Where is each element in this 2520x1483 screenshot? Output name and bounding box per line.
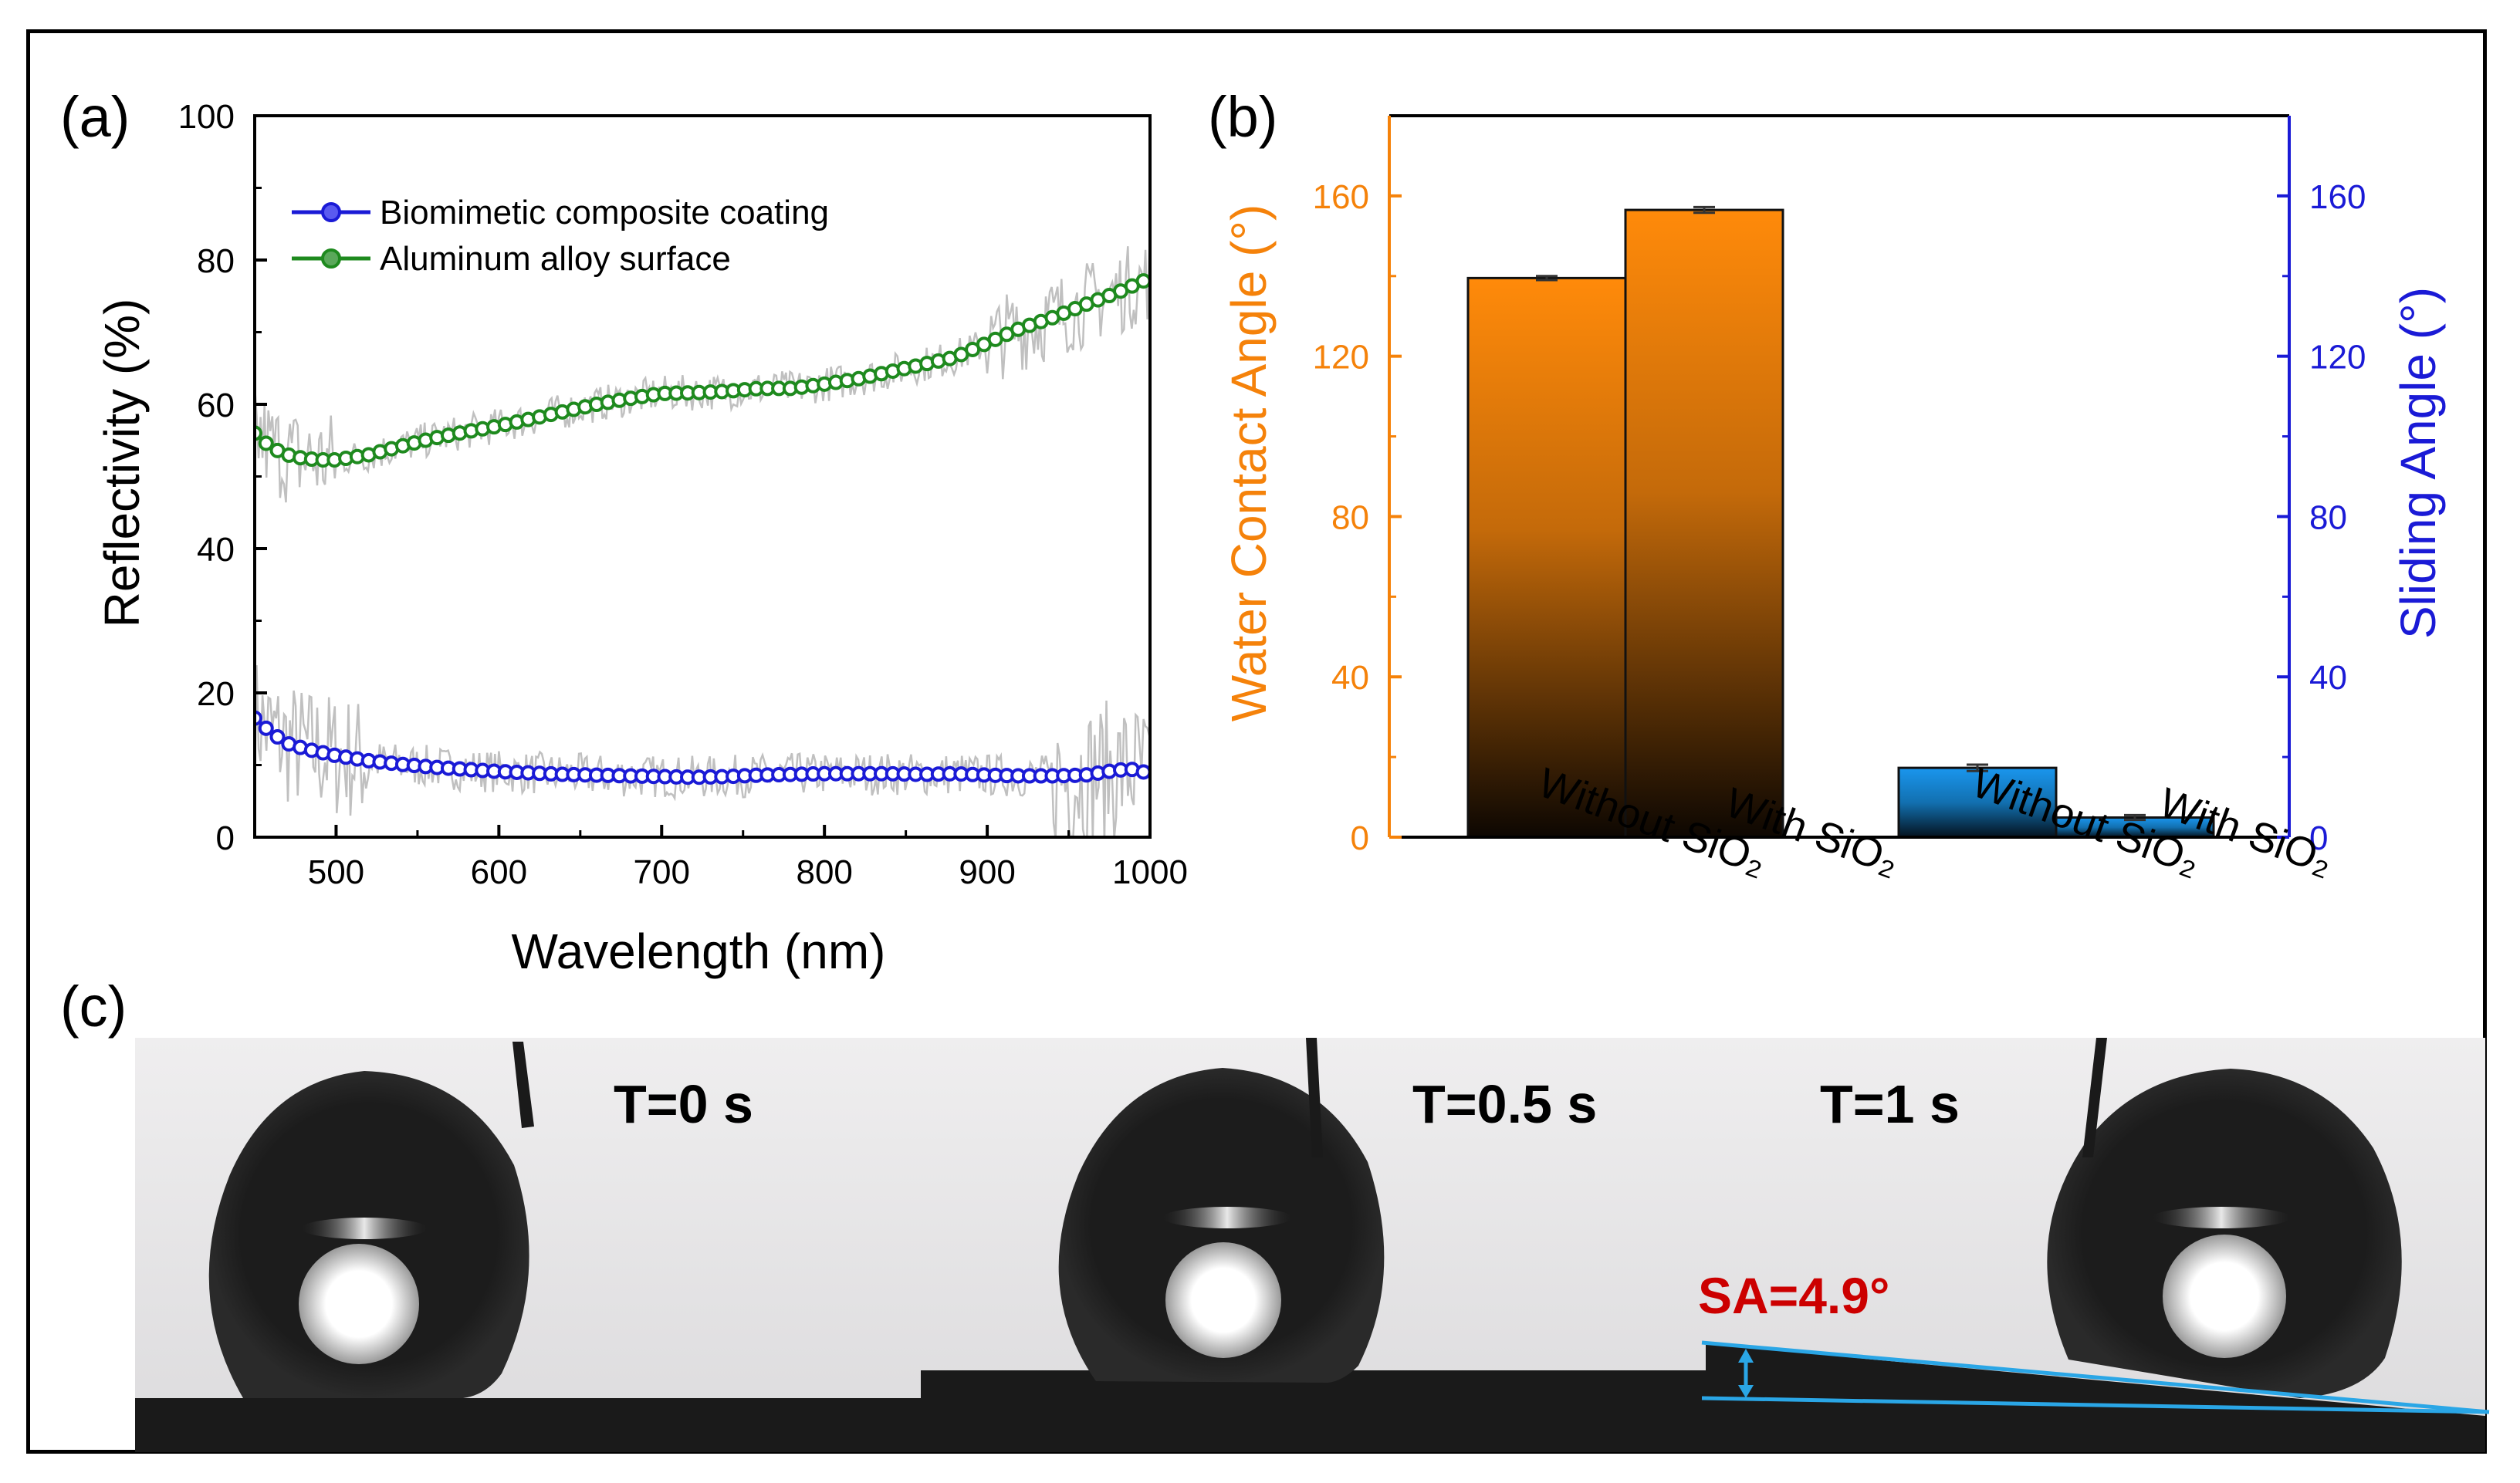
tilted-substrate xyxy=(1706,1344,2485,1452)
y-tick-label: 20 xyxy=(197,675,235,713)
needle xyxy=(2082,1038,2107,1157)
x-tick-label: 800 xyxy=(796,853,852,891)
chart-reflectivity: 500 600 700 800 900 1000 0 20 40 60 80 100 Waveleng… xyxy=(94,98,1188,979)
droplet-photo-strip: T=0 s T=0.5 s T=1 s SA=4.9° xyxy=(135,1038,2490,1452)
tilt-line xyxy=(1701,1340,2490,1414)
needle xyxy=(512,1042,534,1128)
needle xyxy=(1306,1038,1323,1157)
legend-label-aluminum: Aluminum alloy surface xyxy=(380,240,731,278)
time-label-05: T=0.5 s xyxy=(1412,1074,1597,1134)
x-tick-label: 500 xyxy=(308,853,364,891)
y-tick-label-right: 0 xyxy=(2309,819,2328,857)
y-tick-label: 80 xyxy=(197,242,235,280)
bar xyxy=(2055,816,2215,839)
bar xyxy=(1466,276,1627,839)
raw-trace xyxy=(255,246,1150,503)
x-tick-label: 600 xyxy=(471,853,527,891)
bar xyxy=(1624,208,1784,839)
legend-label-coating: Biomimetic composite coating xyxy=(380,194,829,231)
y-tick-label-left: 0 xyxy=(1351,819,1369,857)
legend-marker-aluminum xyxy=(321,248,341,269)
y-tick-label-right: 80 xyxy=(2309,498,2347,536)
panel-label-a: (a) xyxy=(60,85,130,149)
data-point xyxy=(258,435,274,451)
y-axis-title: Reflectivity (%) xyxy=(94,299,150,628)
y-tick-label-left: 40 xyxy=(1331,659,1369,697)
y-tick-label: 40 xyxy=(197,531,235,569)
droplet-highlight xyxy=(2163,1235,2286,1358)
y-tick-label: 100 xyxy=(178,98,235,136)
data-point xyxy=(269,729,286,745)
legend-marker-coating xyxy=(321,202,341,222)
y-axis-title-left: Water Contact Angle (°) xyxy=(1221,204,1277,722)
x-tick-label: 1000 xyxy=(1112,853,1188,891)
y-tick-label-left: 80 xyxy=(1331,498,1369,536)
photo-frame-t05: T=0.5 s xyxy=(921,1038,1708,1452)
y-tick-label-right: 40 xyxy=(2309,659,2347,697)
data-point xyxy=(1135,273,1150,289)
legend: Biomimetic composite coating Aluminum al… xyxy=(292,194,829,278)
y-tick-label-left: 120 xyxy=(1313,339,1369,377)
x-tick-label: 700 xyxy=(634,853,690,891)
y-axis-title-right: Sliding Angle (°) xyxy=(2390,287,2446,639)
x-axis-title: Wavelength (nm) xyxy=(512,924,886,979)
photo-frame-t1: T=1 s SA=4.9° xyxy=(1698,1038,2490,1452)
time-label-1: T=1 s xyxy=(1820,1074,1960,1134)
x-tick-label: 900 xyxy=(959,853,1015,891)
time-label-0: T=0 s xyxy=(614,1074,753,1134)
droplet-highlight xyxy=(1165,1242,1281,1358)
y-tick-label: 0 xyxy=(216,819,235,857)
horizontal-line xyxy=(1701,1396,2490,1414)
bar xyxy=(1897,766,2058,839)
sliding-angle-label: SA=4.9° xyxy=(1698,1267,1889,1324)
panel-label-c: (c) xyxy=(60,975,127,1039)
droplet xyxy=(2047,1069,2402,1398)
droplet-highlight xyxy=(299,1244,419,1364)
chart-angles: 0 0 40 40 80 80 120 120 160 160 Water Contact Ang… xyxy=(1221,114,2446,884)
y-tick-label: 60 xyxy=(197,387,235,424)
y-tick-label-right: 120 xyxy=(2309,339,2366,377)
y-tick-label-right: 160 xyxy=(2309,178,2366,216)
photo-frame-t0: T=0 s xyxy=(135,1042,922,1452)
data-point xyxy=(1135,764,1150,780)
y-tick-label-left: 160 xyxy=(1313,178,1369,216)
data-point xyxy=(258,720,274,736)
panel-label-b: (b) xyxy=(1208,85,1277,149)
series-line xyxy=(255,276,1150,462)
